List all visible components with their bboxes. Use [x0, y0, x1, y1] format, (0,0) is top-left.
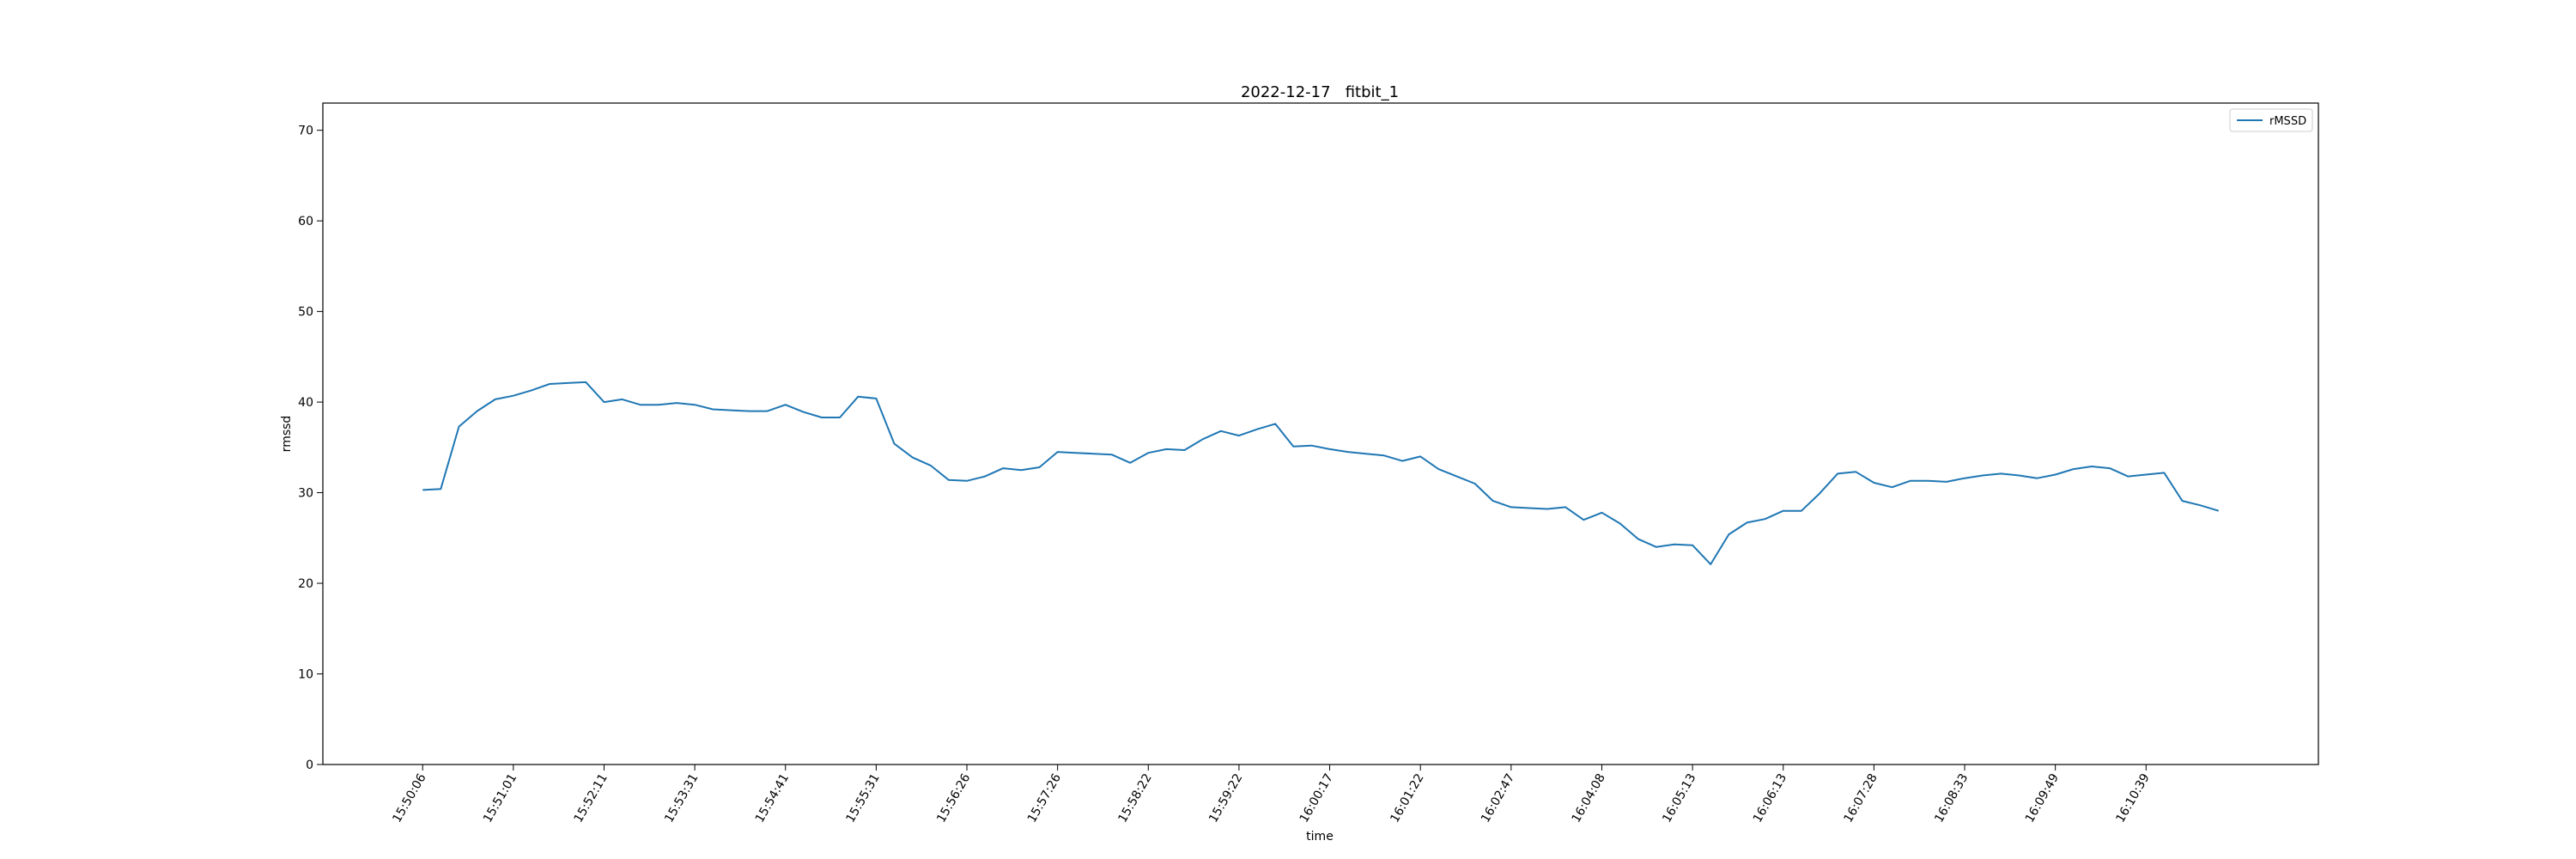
x-tick-label: 15:56:26 — [934, 771, 973, 825]
x-tick-label: 15:55:31 — [844, 771, 883, 825]
x-tick-label: 16:06:13 — [1751, 771, 1789, 825]
x-tick-label: 15:57:26 — [1025, 771, 1064, 825]
series-group — [422, 381, 2220, 565]
legend-label-rmssd: rMSSD — [2269, 115, 2306, 128]
y-tick-label: 30 — [298, 487, 313, 501]
x-axis-label: time — [1306, 830, 1334, 844]
x-tick-label: 15:50:06 — [390, 771, 428, 825]
y-tick-label: 50 — [298, 306, 313, 320]
legend-box — [2229, 108, 2313, 132]
y-tick-label: 0 — [306, 758, 313, 772]
x-tick-label: 15:52:11 — [572, 771, 611, 825]
x-tick-label: 15:53:31 — [662, 771, 701, 825]
x-tick-label: 15:58:22 — [1115, 771, 1154, 825]
y-axis-label: rmssd — [280, 416, 294, 453]
legend: rMSSD — [2229, 108, 2313, 132]
y-tick-label: 60 — [298, 215, 313, 228]
x-tick-label: 16:07:28 — [1842, 771, 1880, 825]
chart-title: 2022-12-17 fitbit_1 — [1241, 83, 1399, 101]
y-tick-label: 10 — [298, 668, 313, 682]
x-tick-label: 16:04:08 — [1570, 771, 1608, 825]
y-axis: 0 10 20 30 40 50 60 70 — [298, 125, 323, 772]
x-tick-label: 16:01:22 — [1388, 771, 1426, 825]
x-tick-label: 16:09:49 — [2023, 771, 2062, 825]
y-tick-label: 20 — [298, 577, 313, 591]
x-tick-label: 16:10:39 — [2113, 771, 2152, 825]
plot-area-frame — [322, 102, 2319, 765]
x-tick-label: 15:54:41 — [753, 771, 792, 825]
x-tick-label: 16:05:13 — [1660, 771, 1698, 825]
x-tick-label: 15:59:22 — [1206, 771, 1245, 825]
y-tick-label: 70 — [298, 125, 313, 138]
x-tick-label: 16:02:47 — [1479, 771, 1517, 825]
x-tick-label: 15:51:01 — [481, 771, 519, 825]
x-tick-label: 16:00:17 — [1297, 771, 1336, 825]
x-tick-label: 16:08:33 — [1932, 771, 1971, 825]
x-axis: 15:50:06 15:51:01 15:52:11 15:53:31 15:54:41… — [390, 765, 2153, 825]
y-tick-label: 40 — [298, 396, 313, 410]
series-line-rmssd — [422, 381, 2220, 565]
